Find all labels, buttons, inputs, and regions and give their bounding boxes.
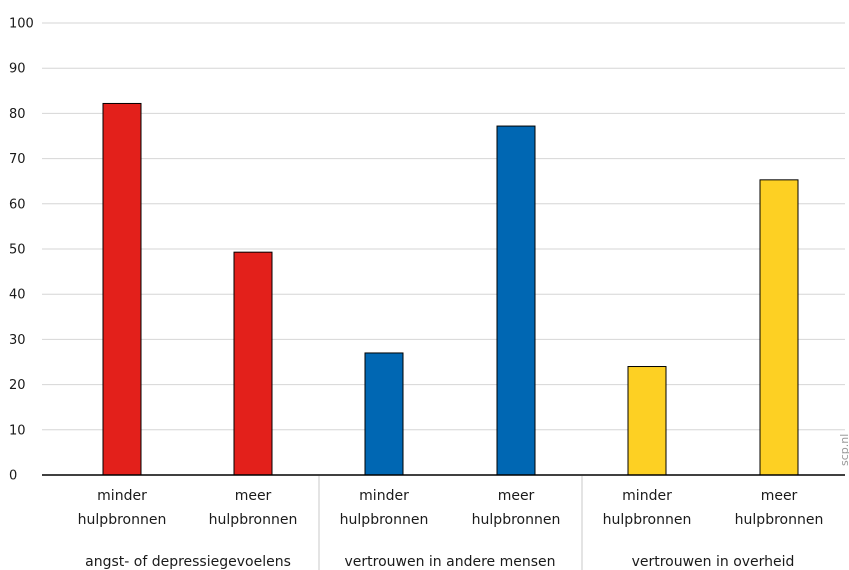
x-tick-label: hulpbronnen [472,512,561,528]
y-tick-label: 100 [9,17,34,32]
y-tick-label: 80 [9,107,26,122]
x-tick-label: meer [235,488,272,504]
bar [102,102,142,476]
group-label: vertrouwen in andere mensen [345,554,556,570]
x-axis-labels: minder hulpbronnen meer hulpbronnen minder hu… [78,488,824,528]
y-tick-label: 40 [9,288,26,303]
y-tick-label: 0 [9,469,17,484]
bar [759,179,799,476]
bar [364,352,404,476]
group-label: vertrouwen in overheid [632,554,795,570]
x-tick-label: minder [97,488,147,504]
y-tick-label: 90 [9,62,26,77]
bars [102,102,799,476]
group-labels: angst- of depressiegevoelens vertrouwen i… [85,554,794,570]
y-tick-label: 30 [9,333,26,348]
x-tick-label: hulpbronnen [78,512,167,528]
x-tick-label: hulpbronnen [603,512,692,528]
x-tick-label: meer [761,488,798,504]
y-tick-label: 10 [9,423,26,438]
bar [496,125,536,476]
x-tick-label: hulpbronnen [209,512,298,528]
x-axis [42,474,845,570]
y-tick-label: 20 [9,378,26,393]
gridlines [42,22,845,431]
x-tick-label: hulpbronnen [735,512,824,528]
y-tick-label: 50 [9,243,26,258]
x-tick-label: minder [359,488,409,504]
y-tick-label: 70 [9,152,26,167]
y-axis-ticks: 0 10 20 30 40 50 60 70 80 90 100 [9,17,34,484]
bar [233,251,273,476]
y-tick-label: 60 [9,197,26,212]
x-tick-label: minder [622,488,672,504]
watermark-text: scp.nl [838,434,849,466]
x-tick-label: hulpbronnen [340,512,429,528]
x-tick-label: meer [498,488,535,504]
group-label: angst- of depressiegevoelens [85,554,291,570]
bar [627,366,667,476]
